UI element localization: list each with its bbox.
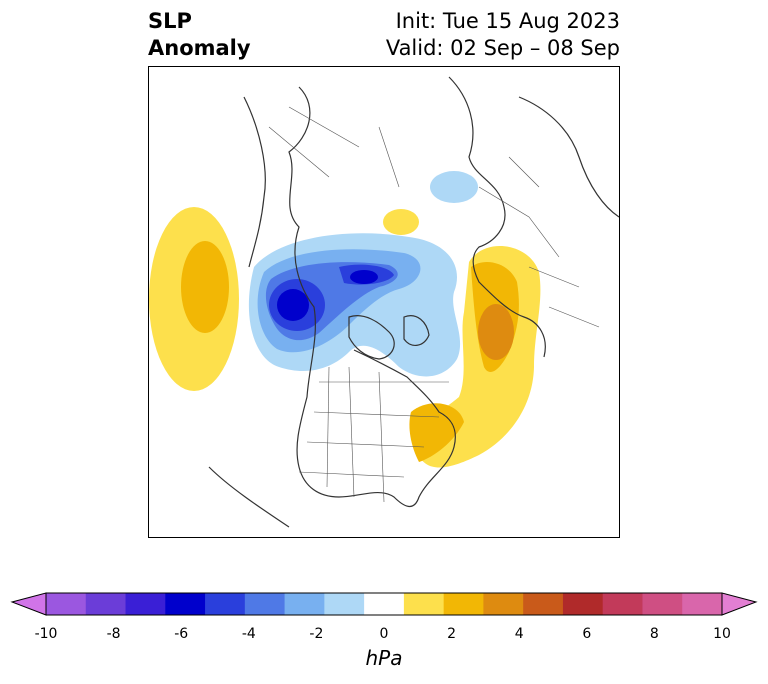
colorbar-max-extension [721, 592, 758, 616]
colorbar-outline [45, 592, 723, 616]
colorbar-tick-label: 0 [379, 626, 389, 642]
valid-date: Valid: 02 Sep – 08 Sep [385, 36, 620, 60]
colorbar-cell [602, 593, 643, 615]
atlantic-positive-anomaly [409, 245, 541, 468]
colorbar-tick-label: -6 [174, 626, 189, 642]
colorbar-tick-label: -4 [241, 626, 256, 642]
map-title: SLP Anomaly [148, 8, 251, 62]
colorbar-cell [205, 593, 246, 615]
pacific-positive-anomaly [149, 207, 239, 391]
colorbar-tick-label: 10 [713, 626, 731, 642]
colorbar-cell [403, 593, 445, 615]
colorbar-cell [642, 593, 683, 615]
colorbar-cell [324, 593, 365, 615]
colorbar-cell [46, 593, 87, 615]
anomaly-map [149, 76, 619, 528]
colorbar-cell [165, 593, 206, 615]
colorbar-tick-label: -8 [106, 626, 121, 642]
coastlines [208, 76, 619, 528]
colorbar-cell [364, 593, 405, 615]
colorbar-cell [483, 593, 524, 615]
map-dates: Init: Tue 15 Aug 2023 Valid: 02 Sep – 08… [386, 8, 620, 62]
colorbar-min-extension [10, 592, 47, 616]
colorbar-cell [85, 593, 127, 615]
colorbar-cell [125, 593, 166, 615]
political-borders [268, 106, 600, 503]
title-line-2: Anomaly [148, 36, 251, 60]
colorbar-tick-label: 4 [514, 626, 524, 642]
colorbar-unit: hPa [365, 646, 403, 670]
colorbar-cell [682, 593, 723, 615]
colorbar-tick-label: -10 [34, 626, 58, 642]
colorbar-cell [244, 593, 286, 615]
colorbar-cell [284, 593, 325, 615]
colorbar-cell [523, 593, 564, 615]
init-date: Init: Tue 15 Aug 2023 [395, 9, 620, 33]
colorbar-cell [443, 593, 484, 615]
colorbar-tick-label: 6 [582, 626, 592, 642]
map-panel [148, 66, 620, 538]
colorbar-tick-label: 2 [447, 626, 457, 642]
colorbar-tick-label: 8 [649, 626, 659, 642]
colorbar-cell [562, 593, 604, 615]
arctic-negative-anomaly [248, 171, 478, 377]
colorbar-tick-label: -2 [309, 626, 324, 642]
colorbar [10, 592, 758, 616]
title-line-1: SLP [148, 9, 192, 33]
